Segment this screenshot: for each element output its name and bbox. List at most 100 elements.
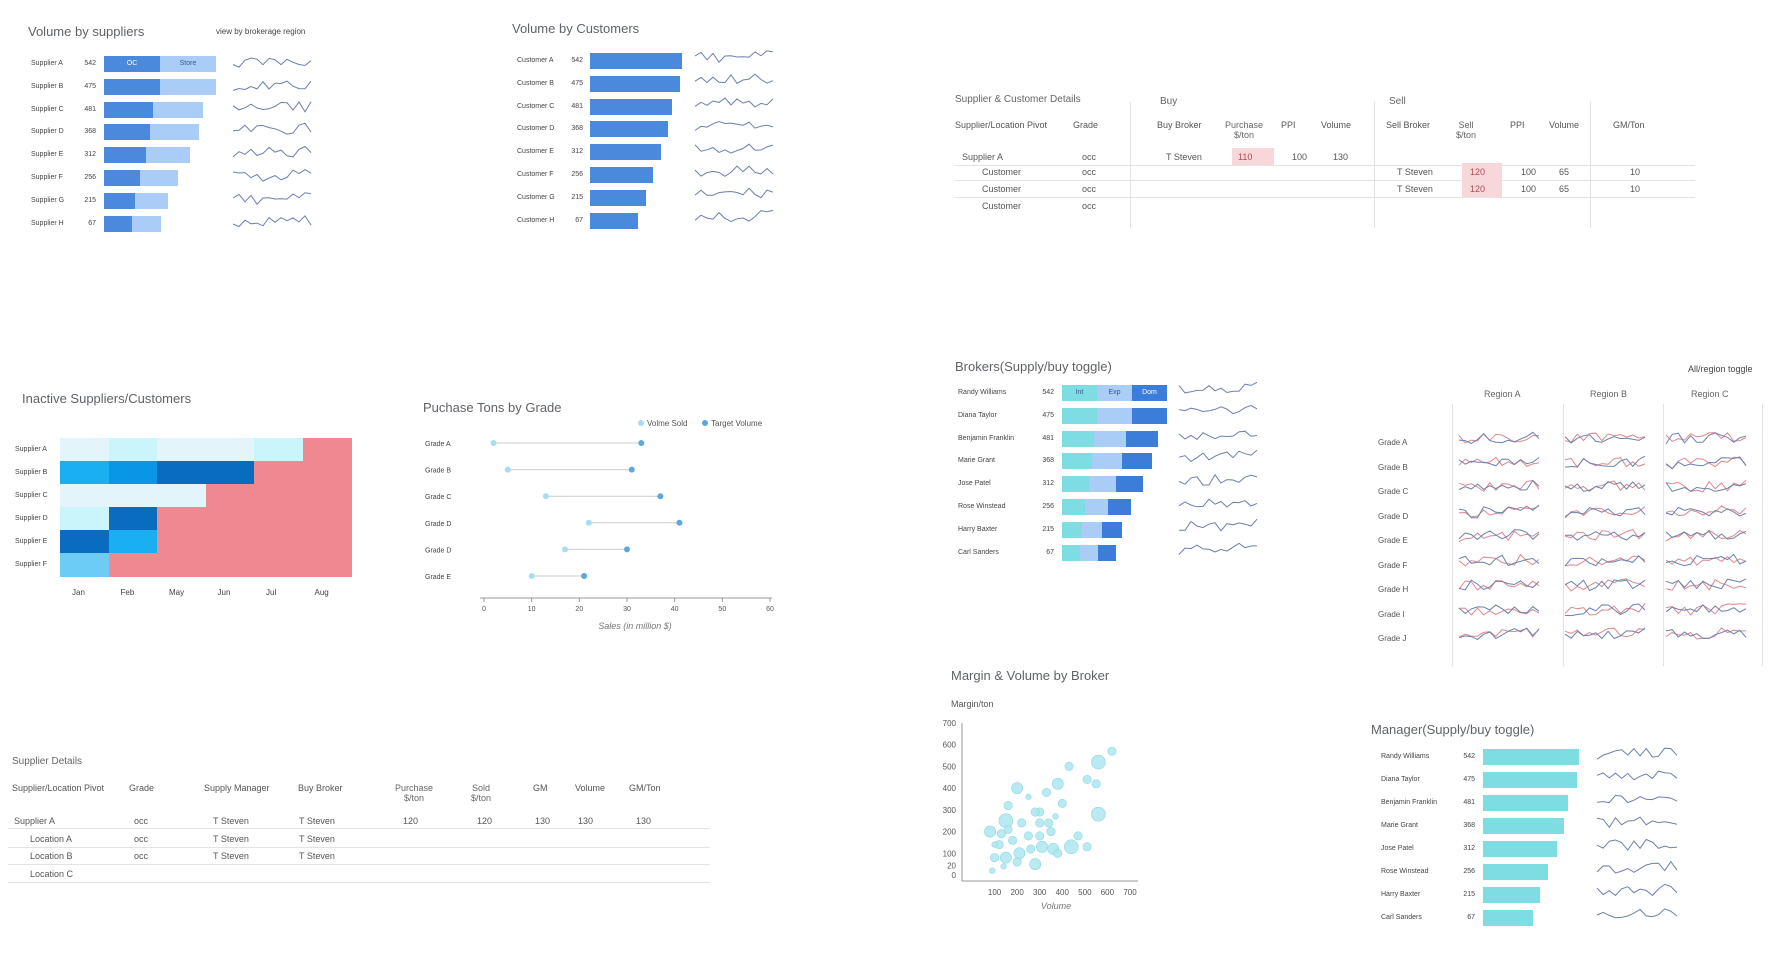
heatmap-cell[interactable] xyxy=(302,461,352,485)
heatmap-cell[interactable] xyxy=(108,507,158,531)
heatmap-cell[interactable] xyxy=(254,530,303,554)
heatmap-cell[interactable] xyxy=(108,530,158,554)
store-bar[interactable] xyxy=(160,78,216,95)
broker-segment[interactable] xyxy=(1122,453,1152,470)
heatmap-cell[interactable] xyxy=(60,438,109,462)
broker-segment[interactable] xyxy=(1116,476,1143,493)
store-bar[interactable] xyxy=(131,215,161,232)
heatmap-cell[interactable] xyxy=(254,553,303,577)
manager-bar[interactable] xyxy=(1483,864,1548,880)
customer-bar[interactable] xyxy=(590,212,638,229)
heatmap-cell[interactable] xyxy=(254,507,303,531)
region-sparkline xyxy=(1564,480,1646,492)
manager-bar[interactable] xyxy=(1483,887,1540,903)
broker-segment[interactable] xyxy=(1062,476,1089,493)
broker-segment[interactable] xyxy=(1085,499,1108,515)
oc-bar[interactable]: OC xyxy=(104,56,160,72)
heatmap-cell[interactable] xyxy=(254,484,303,508)
customer-bar[interactable] xyxy=(590,53,682,69)
heatmap-cell[interactable] xyxy=(302,530,352,554)
broker-segment[interactable] xyxy=(1062,430,1094,447)
store-bar[interactable]: Store xyxy=(160,56,216,72)
heatmap-cell[interactable] xyxy=(302,484,352,508)
heatmap-cell[interactable] xyxy=(157,553,206,577)
broker-segment[interactable] xyxy=(1092,453,1122,470)
supplier-value: 481 xyxy=(84,105,96,113)
heatmap-cell[interactable] xyxy=(157,461,206,485)
heatmap-cell[interactable] xyxy=(205,484,255,508)
heatmap-cell[interactable] xyxy=(108,438,158,462)
heatmap-cell[interactable] xyxy=(108,461,158,485)
heatmap-cell[interactable] xyxy=(254,461,303,485)
heatmap-cell[interactable] xyxy=(60,484,109,508)
view-by-region-link[interactable]: view by brokerage region xyxy=(216,27,306,36)
heatmap-cell[interactable] xyxy=(157,438,206,462)
manager-bar[interactable] xyxy=(1483,818,1564,834)
store-bar[interactable] xyxy=(134,192,169,209)
broker-segment[interactable]: Dom xyxy=(1132,385,1167,401)
broker-segment[interactable] xyxy=(1082,521,1102,538)
oc-bar[interactable] xyxy=(104,124,151,141)
oc-bar[interactable] xyxy=(104,170,141,186)
heatmap-cell[interactable] xyxy=(157,530,206,554)
customer-bar[interactable] xyxy=(590,75,680,92)
customer-bar[interactable] xyxy=(590,121,668,138)
broker-segment[interactable] xyxy=(1126,430,1158,447)
manager-bar[interactable] xyxy=(1483,910,1533,926)
customer-bar[interactable] xyxy=(590,189,646,206)
heatmap-cell[interactable] xyxy=(302,553,352,577)
broker-segment[interactable] xyxy=(1062,544,1080,561)
broker-segment[interactable] xyxy=(1098,544,1116,561)
heatmap-cell[interactable] xyxy=(254,438,303,462)
heatmap-cell[interactable] xyxy=(205,438,255,462)
heatmap-cell[interactable] xyxy=(205,461,255,485)
broker-segment[interactable] xyxy=(1097,407,1132,424)
broker-segment[interactable] xyxy=(1062,453,1092,470)
manager-bar[interactable] xyxy=(1483,841,1557,857)
oc-bar[interactable] xyxy=(104,192,135,209)
store-bar[interactable] xyxy=(150,124,199,141)
heatmap-cell[interactable] xyxy=(60,553,109,577)
broker-segment[interactable] xyxy=(1102,521,1122,538)
manager-bar[interactable] xyxy=(1483,772,1577,788)
manager-sparkline xyxy=(1596,860,1678,874)
broker-segment[interactable] xyxy=(1080,544,1098,561)
heatmap-cell[interactable] xyxy=(205,553,255,577)
customer-bar[interactable] xyxy=(590,98,672,115)
oc-bar[interactable] xyxy=(104,78,160,95)
customer-bar[interactable] xyxy=(590,167,653,183)
heatmap-cell[interactable] xyxy=(108,484,158,508)
broker-segment[interactable] xyxy=(1132,407,1167,424)
store-bar[interactable] xyxy=(140,170,179,186)
heatmap-cell[interactable] xyxy=(157,507,206,531)
heatmap-cell[interactable] xyxy=(157,484,206,508)
store-bar[interactable] xyxy=(153,101,203,118)
broker-segment[interactable] xyxy=(1062,407,1097,424)
heatmap-cell[interactable] xyxy=(302,438,352,462)
broker-segment[interactable] xyxy=(1062,499,1085,515)
heatmap-cell[interactable] xyxy=(205,507,255,531)
heatmap-cell[interactable] xyxy=(60,530,109,554)
all-region-toggle[interactable]: All/region toggle xyxy=(1688,364,1753,374)
oc-bar[interactable] xyxy=(104,215,132,232)
heatmap-cell[interactable] xyxy=(205,530,255,554)
manager-bar[interactable] xyxy=(1483,795,1568,811)
heatmap-cell[interactable] xyxy=(108,553,158,577)
broker-segment[interactable] xyxy=(1094,430,1126,447)
broker-segment[interactable] xyxy=(1089,476,1116,493)
manager-bar[interactable] xyxy=(1483,749,1579,765)
oc-bar[interactable] xyxy=(104,147,147,164)
region-sparkline xyxy=(1665,629,1747,639)
heatmap-cell[interactable] xyxy=(302,507,352,531)
heatmap-cell[interactable] xyxy=(60,461,109,485)
heatmap-cell[interactable] xyxy=(60,507,109,531)
broker-segment[interactable]: Int xyxy=(1062,385,1097,401)
store-bar[interactable] xyxy=(146,147,190,164)
manager-sparkline xyxy=(1596,908,1678,919)
broker-segment[interactable] xyxy=(1108,499,1131,515)
customer-bar[interactable] xyxy=(590,144,661,161)
broker-segment[interactable]: Exp xyxy=(1097,385,1132,401)
oc-bar[interactable] xyxy=(104,101,154,118)
customer-value: 368 xyxy=(571,125,583,133)
broker-segment[interactable] xyxy=(1062,521,1082,538)
